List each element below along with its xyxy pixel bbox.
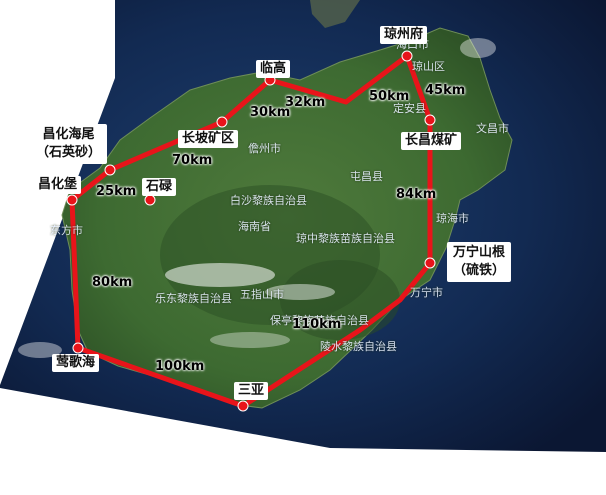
- site-marker-changhuabao: [66, 194, 78, 206]
- distance-label-haiwei-changhuabao: 25km: [96, 184, 137, 199]
- site-marker-changpo: [216, 116, 228, 128]
- map-label-tunchang: 屯昌县: [350, 170, 383, 183]
- site-marker-sanya: [237, 400, 249, 412]
- map-label-lingshui: 陵水黎族自治县: [320, 340, 397, 353]
- map-label-ledong: 乐东黎族自治县: [155, 292, 232, 305]
- distance-label-qiongzhou-changchang: 45km: [425, 83, 466, 98]
- distance-label-changhuabao-yingge: 80km: [92, 275, 133, 290]
- cloud: [165, 263, 275, 287]
- site-marker-qiongzhou: [401, 50, 413, 62]
- cloud: [210, 332, 290, 348]
- site-label-sanya: 三亚: [234, 382, 269, 400]
- mainland-coast: [310, 0, 360, 28]
- distance-label-mid-qiongzhou: 50km: [369, 89, 410, 104]
- distance-label-lingao-mid: 32km: [285, 95, 326, 110]
- site-label-line1: 万宁山根: [453, 245, 506, 260]
- distance-label-changpo-haiwei: 70km: [172, 153, 213, 168]
- map-label-wuzhishan: 五指山市: [240, 288, 284, 301]
- map-label-province: 海南省: [238, 220, 271, 233]
- distance-label-lingao-changpo: 30km: [250, 105, 291, 120]
- site-label-line1: 昌化海尾: [42, 127, 95, 142]
- site-label-changhua-haiwei: 昌化海尾 （石英砂）: [30, 124, 108, 164]
- site-marker-shilu: [144, 194, 156, 206]
- site-label-wanning: 万宁山根 （硫铁）: [447, 242, 512, 282]
- map-label-qiongzhong: 琼中黎族苗族自治县: [296, 232, 395, 245]
- site-marker-changchang: [424, 114, 436, 126]
- distance-label-yingge-sanya: 100km: [155, 359, 205, 374]
- cloud: [265, 284, 335, 300]
- map-label-dingan: 定安县: [393, 102, 426, 115]
- map-label-baisha: 白沙黎族自治县: [230, 194, 307, 207]
- site-label-changchang: 长昌煤矿: [401, 132, 462, 150]
- site-label-lingao: 临高: [256, 60, 291, 78]
- map-label-qionghai: 琼海市: [436, 212, 469, 225]
- site-label-line2: （石英砂）: [36, 145, 102, 160]
- site-label-shilu: 石碌: [142, 178, 177, 196]
- distance-label-wanning-sanya: 110km: [292, 317, 342, 332]
- map-label-wenchang: 文昌市: [476, 122, 509, 135]
- map-label-dongfang: 东方市: [50, 224, 83, 237]
- site-label-changhuabao: 昌化堡: [34, 176, 82, 194]
- site-marker-yingge: [72, 342, 84, 354]
- site-label-yingge: 莺歌海: [52, 354, 100, 372]
- site-marker-wanning: [424, 257, 436, 269]
- map-label-qiongshan: 琼山区: [412, 60, 445, 73]
- site-label-line2: （硫铁）: [453, 263, 506, 278]
- map-label-wanning-city: 万宁市: [410, 286, 443, 299]
- map-label-baoting: 保亭黎族苗族自治县: [270, 314, 369, 327]
- cloud: [460, 38, 496, 58]
- cloud: [18, 342, 62, 358]
- site-label-qiongzhou: 琼州府: [380, 26, 428, 44]
- distance-label-changchang-wanning: 84km: [396, 187, 437, 202]
- site-label-changpo: 长坡矿区: [178, 130, 239, 148]
- site-marker-changhua-haiwei: [104, 164, 116, 176]
- map-label-danzhou: 儋州市: [248, 142, 281, 155]
